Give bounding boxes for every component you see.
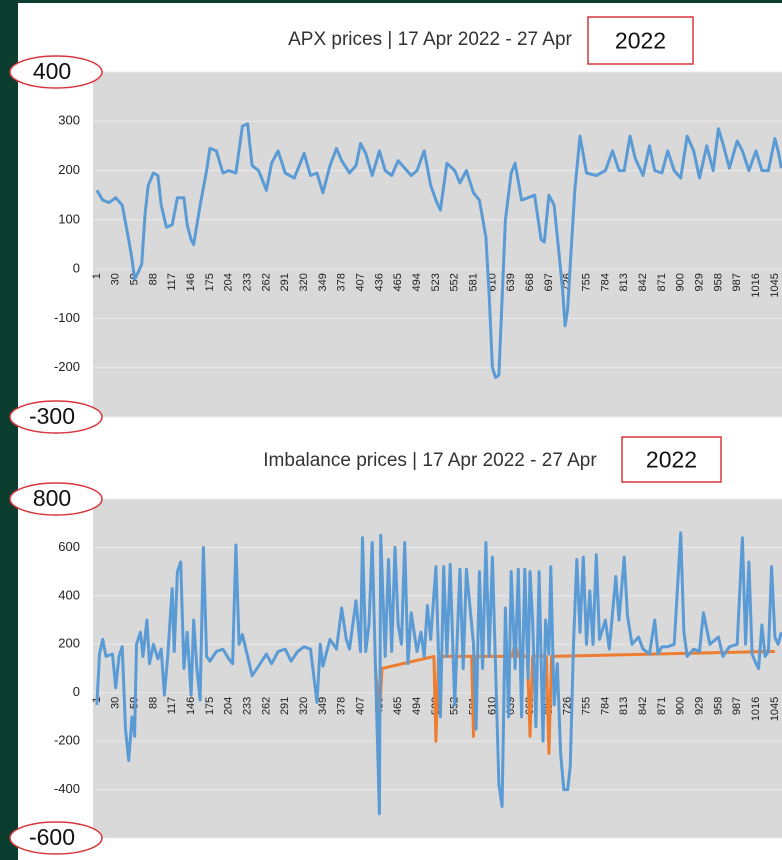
y-tick-label: 400 bbox=[33, 58, 71, 84]
y-tick-label: -400 bbox=[54, 781, 80, 796]
x-tick-label: 146 bbox=[185, 273, 197, 291]
y-tick-label: 400 bbox=[58, 587, 80, 602]
x-tick-label: 958 bbox=[712, 273, 724, 291]
x-tick-label: 639 bbox=[505, 273, 517, 291]
x-tick-label: 88 bbox=[147, 273, 159, 285]
x-tick-label: 30 bbox=[110, 273, 122, 285]
x-tick-label: 784 bbox=[599, 273, 611, 291]
x-tick-label: 291 bbox=[279, 697, 291, 715]
x-tick-label: 987 bbox=[731, 697, 743, 715]
x-tick-label: 494 bbox=[411, 273, 423, 291]
x-tick-label: 581 bbox=[467, 273, 479, 291]
y-tick-label: 0 bbox=[73, 684, 80, 699]
x-tick-label: 494 bbox=[411, 697, 423, 715]
x-tick-label: 465 bbox=[392, 697, 404, 715]
y-tick-label: 300 bbox=[58, 113, 80, 128]
x-tick-label: 320 bbox=[298, 697, 310, 715]
x-tick-label: 349 bbox=[317, 273, 329, 291]
x-tick-label: 233 bbox=[242, 273, 254, 291]
x-tick-label: 784 bbox=[599, 697, 611, 715]
y-tick-label: -300 bbox=[29, 403, 75, 429]
x-tick-label: 146 bbox=[185, 697, 197, 715]
x-tick-label: 465 bbox=[392, 273, 404, 291]
x-tick-label: 262 bbox=[260, 697, 272, 715]
x-tick-label: 204 bbox=[223, 273, 235, 291]
x-tick-label: 320 bbox=[298, 273, 310, 291]
tick-highlight bbox=[9, 55, 103, 89]
x-tick-label: 407 bbox=[354, 273, 366, 291]
y-tick-label: 0 bbox=[73, 261, 80, 276]
x-tick-label: 929 bbox=[693, 273, 705, 291]
x-tick-label: 668 bbox=[524, 273, 536, 291]
tick-highlight bbox=[9, 821, 103, 855]
x-tick-label: 262 bbox=[260, 273, 272, 291]
x-tick-label: 30 bbox=[110, 697, 122, 709]
x-tick-label: 88 bbox=[147, 697, 159, 709]
y-tick-label: -600 bbox=[29, 824, 75, 850]
x-tick-label: 175 bbox=[204, 273, 216, 291]
series-line bbox=[95, 122, 782, 380]
annotation-box bbox=[587, 16, 694, 65]
x-tick-label: 233 bbox=[242, 697, 254, 715]
y-tick-label: -200 bbox=[54, 359, 80, 374]
x-tick-label: 291 bbox=[279, 273, 291, 291]
y-tick-label: 800 bbox=[33, 485, 71, 511]
y-tick-label: 200 bbox=[58, 162, 80, 177]
x-tick-label: 813 bbox=[618, 273, 630, 291]
x-tick-label: 204 bbox=[223, 697, 235, 715]
plot-area bbox=[93, 72, 782, 417]
x-tick-label: 117 bbox=[166, 697, 178, 715]
x-tick-label: 929 bbox=[693, 697, 705, 715]
x-tick-label: 407 bbox=[354, 697, 366, 715]
annotation-box bbox=[621, 436, 722, 483]
y-tick-label: 100 bbox=[58, 211, 80, 226]
tick-highlight bbox=[9, 482, 103, 516]
chart-title: Imbalance prices | 17 Apr 2022 - 27 Apr bbox=[263, 450, 597, 471]
x-tick-label: 987 bbox=[731, 273, 743, 291]
x-tick-label: 900 bbox=[675, 697, 687, 715]
x-tick-label: 378 bbox=[336, 697, 348, 715]
x-tick-label: 842 bbox=[637, 697, 649, 715]
x-tick-label: 697 bbox=[543, 273, 555, 291]
x-tick-label: 755 bbox=[580, 697, 592, 715]
y-tick-label: -100 bbox=[54, 310, 80, 325]
x-tick-label: 813 bbox=[618, 697, 630, 715]
y-tick-label: 200 bbox=[58, 636, 80, 651]
x-tick-label: 842 bbox=[637, 273, 649, 291]
x-tick-label: 958 bbox=[712, 697, 724, 715]
title-annotation: 2022 bbox=[646, 447, 697, 473]
x-tick-label: 755 bbox=[580, 273, 592, 291]
x-tick-label: 436 bbox=[373, 273, 385, 291]
x-tick-label: 552 bbox=[449, 273, 461, 291]
x-tick-label: 349 bbox=[317, 697, 329, 715]
x-tick-label: 1016 bbox=[750, 697, 762, 721]
tick-highlight bbox=[9, 400, 103, 434]
x-tick-label: 117 bbox=[166, 273, 178, 291]
x-tick-label: 378 bbox=[336, 273, 348, 291]
x-tick-label: 1016 bbox=[750, 273, 762, 297]
x-tick-label: 871 bbox=[656, 697, 668, 715]
x-tick-label: 1 bbox=[91, 273, 103, 279]
x-tick-label: 900 bbox=[675, 273, 687, 291]
y-tick-label: 600 bbox=[58, 539, 80, 554]
y-tick-label: -200 bbox=[54, 733, 80, 748]
series-line bbox=[95, 531, 782, 816]
x-tick-label: 1045 bbox=[769, 697, 781, 721]
x-tick-label: 523 bbox=[430, 273, 442, 291]
chart-title: APX prices | 17 Apr 2022 - 27 Apr bbox=[288, 29, 572, 50]
title-annotation: 2022 bbox=[615, 28, 666, 54]
x-tick-label: 175 bbox=[204, 697, 216, 715]
x-tick-label: 871 bbox=[656, 273, 668, 291]
x-tick-label: 1045 bbox=[769, 273, 781, 297]
